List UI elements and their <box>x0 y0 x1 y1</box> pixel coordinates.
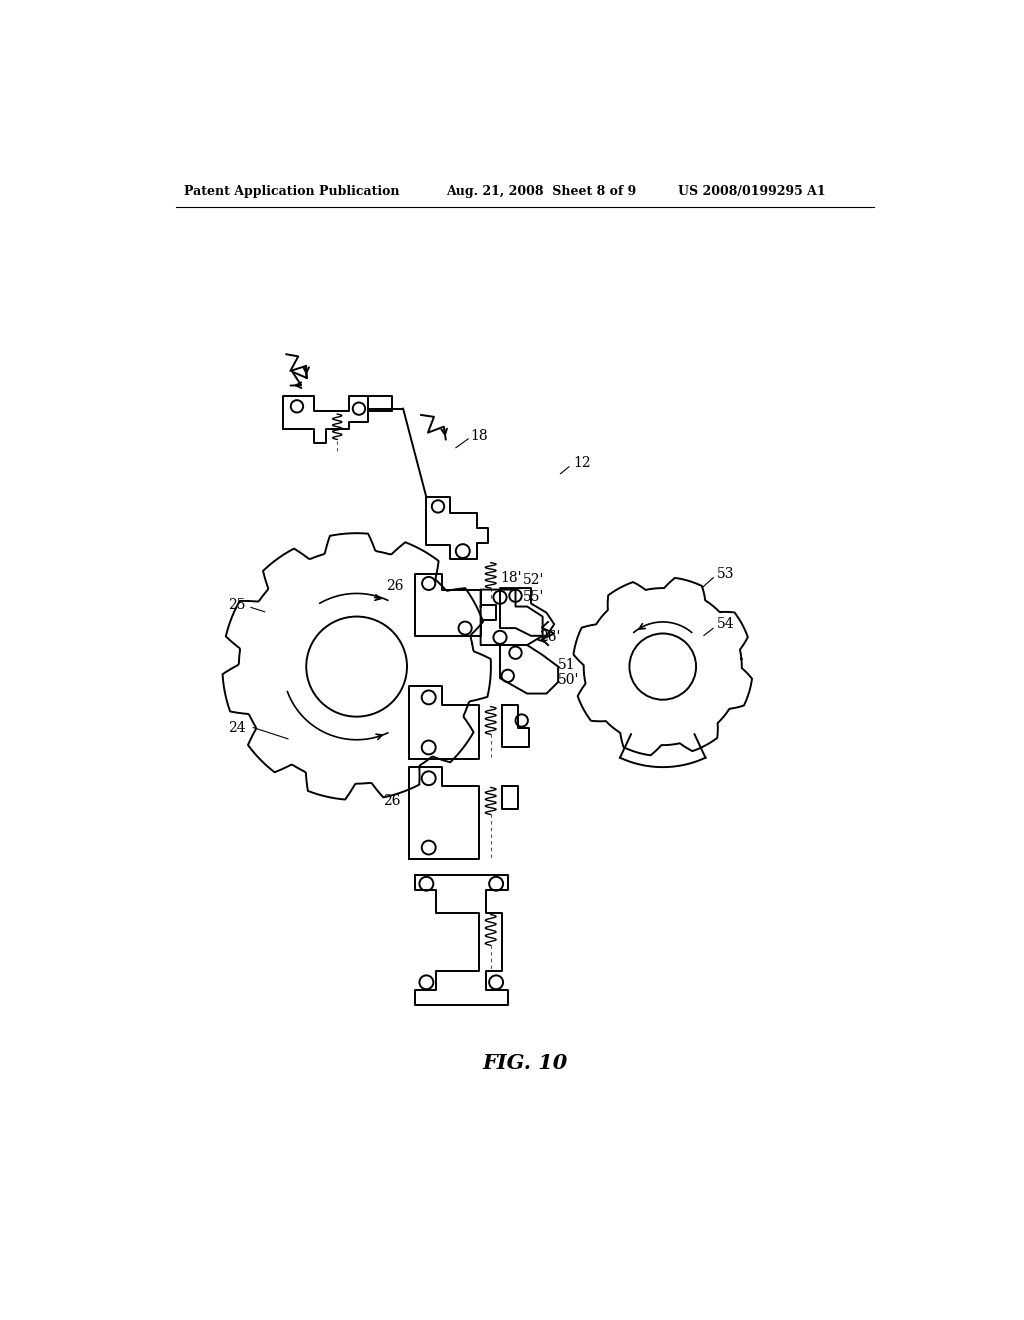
Text: 25: 25 <box>228 598 246 612</box>
Text: 53: 53 <box>717 568 734 581</box>
Text: FIG. 10: FIG. 10 <box>482 1053 567 1073</box>
Text: Aug. 21, 2008  Sheet 8 of 9: Aug. 21, 2008 Sheet 8 of 9 <box>445 185 636 198</box>
Text: 52': 52' <box>523 573 545 587</box>
Text: 26: 26 <box>386 578 403 593</box>
Text: 12: 12 <box>573 455 591 470</box>
Text: 55': 55' <box>523 590 545 605</box>
Text: 54: 54 <box>717 618 734 631</box>
Text: 18': 18' <box>500 572 521 585</box>
Text: 24: 24 <box>228 721 246 735</box>
Text: 26: 26 <box>383 795 400 808</box>
Text: 18: 18 <box>471 429 488 442</box>
Text: Patent Application Publication: Patent Application Publication <box>183 185 399 198</box>
Text: US 2008/0199295 A1: US 2008/0199295 A1 <box>678 185 826 198</box>
Text: 26': 26' <box>539 631 560 644</box>
Text: 50': 50' <box>558 673 580 688</box>
Text: 51: 51 <box>558 659 575 672</box>
